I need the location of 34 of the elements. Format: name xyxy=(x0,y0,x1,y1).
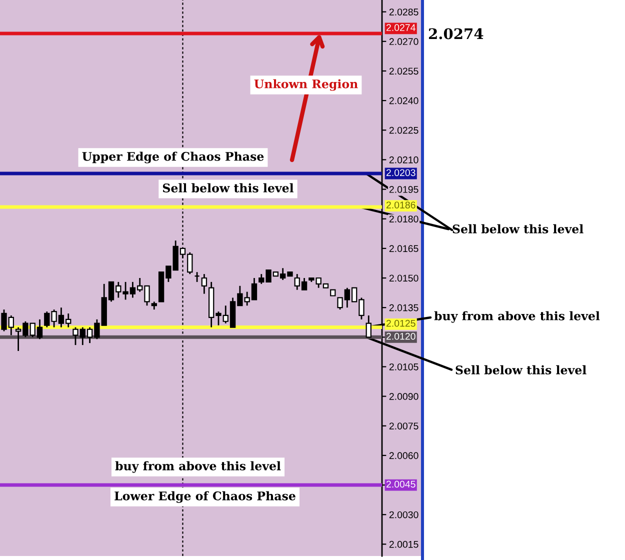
annotation: buy from above this level xyxy=(115,461,281,473)
ref-line-label: 2.0203 xyxy=(386,169,416,176)
annotation: Unkown Region xyxy=(254,79,358,91)
y-tick-label: 2.0015 xyxy=(389,540,418,548)
ref-line-label: 2.0125 xyxy=(386,320,416,327)
text: 2.0274 xyxy=(428,28,484,40)
y-tick-label: 2.0090 xyxy=(389,393,418,400)
y-tick-label: 2.0180 xyxy=(389,216,418,222)
y-tick-label: 2.0105 xyxy=(389,363,418,370)
ref-line-label: 2.0045 xyxy=(386,480,416,488)
y-tick-label: 2.0195 xyxy=(389,186,418,193)
y-tick-label: 2.0210 xyxy=(389,156,418,164)
y-tick-label: 2.0270 xyxy=(389,38,418,46)
y-tick-label: 2.0150 xyxy=(389,274,418,282)
y-tick-label: 2.0165 xyxy=(389,245,418,252)
candlestick xyxy=(194,271,200,283)
text: Sell below this level xyxy=(452,224,584,234)
ref-line-label: 2.0186 xyxy=(386,202,416,208)
ref-line-label: 2.0120 xyxy=(386,332,416,340)
annotation: Lower Edge of Chaos Phase xyxy=(114,491,296,503)
y-tick-label: 2.0255 xyxy=(389,68,418,75)
y-tick-label: 2.0135 xyxy=(389,304,418,312)
y-tick-label: 2.0285 xyxy=(389,8,418,16)
y-tick-label: 2.0075 xyxy=(389,422,418,430)
y-tick-label: 2.0225 xyxy=(389,126,418,134)
text: buy from above this level xyxy=(434,311,600,323)
y-tick-label: 2.0060 xyxy=(389,452,418,460)
text: Sell below this level xyxy=(456,365,586,374)
y-tick-label: 2.0030 xyxy=(389,511,418,518)
ref-line-label: 2.0274 xyxy=(386,24,416,32)
y-tick-label: 2.0240 xyxy=(389,97,418,104)
annotation: Sell below this level xyxy=(162,183,294,192)
candlestick xyxy=(201,273,208,294)
annotation: Upper Edge of Chaos Phase xyxy=(82,152,264,164)
